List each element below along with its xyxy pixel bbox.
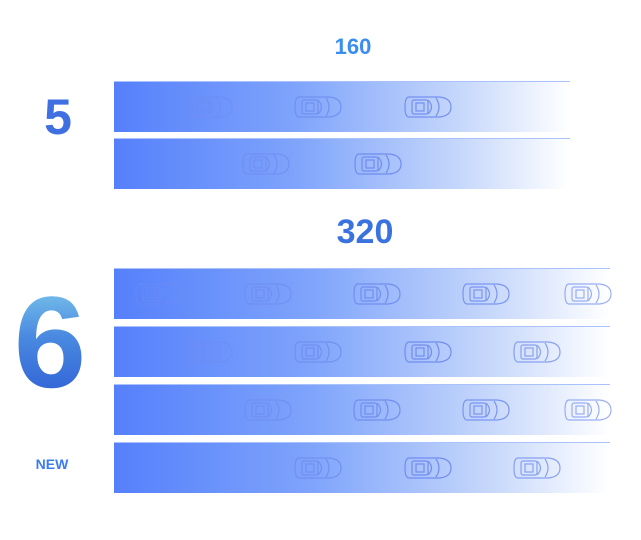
capacity-label-160: 160 xyxy=(334,34,372,59)
lane-1 xyxy=(114,81,570,132)
car-icon xyxy=(403,340,453,364)
car-icon xyxy=(403,95,453,119)
car-icon xyxy=(293,95,343,119)
car-icon xyxy=(403,456,453,480)
car-icon xyxy=(461,398,511,422)
car-icon xyxy=(512,456,562,480)
capacity-label-320: 320 xyxy=(336,213,394,251)
car-icon xyxy=(243,398,293,422)
new-badge: NEW xyxy=(35,456,69,472)
car-icon xyxy=(241,152,291,176)
car-icon xyxy=(293,340,343,364)
car-icon xyxy=(184,95,234,119)
car-icon xyxy=(563,282,613,306)
lane-5 xyxy=(114,384,613,435)
car-icon xyxy=(293,456,343,480)
lane-2 xyxy=(114,138,570,189)
lane-3 xyxy=(114,268,613,319)
lane-6 xyxy=(114,442,610,493)
lanes-label-6: 6 xyxy=(0,277,100,407)
car-icon xyxy=(353,152,403,176)
car-icon xyxy=(243,282,293,306)
car-icon xyxy=(184,340,234,364)
car-icon xyxy=(512,340,562,364)
car-icon xyxy=(461,282,511,306)
lanes-label-5: 5 xyxy=(44,89,72,145)
car-icon xyxy=(352,282,402,306)
car-icon xyxy=(134,282,184,306)
car-icon xyxy=(352,398,402,422)
car-icon xyxy=(563,398,613,422)
lane-4 xyxy=(114,326,610,377)
